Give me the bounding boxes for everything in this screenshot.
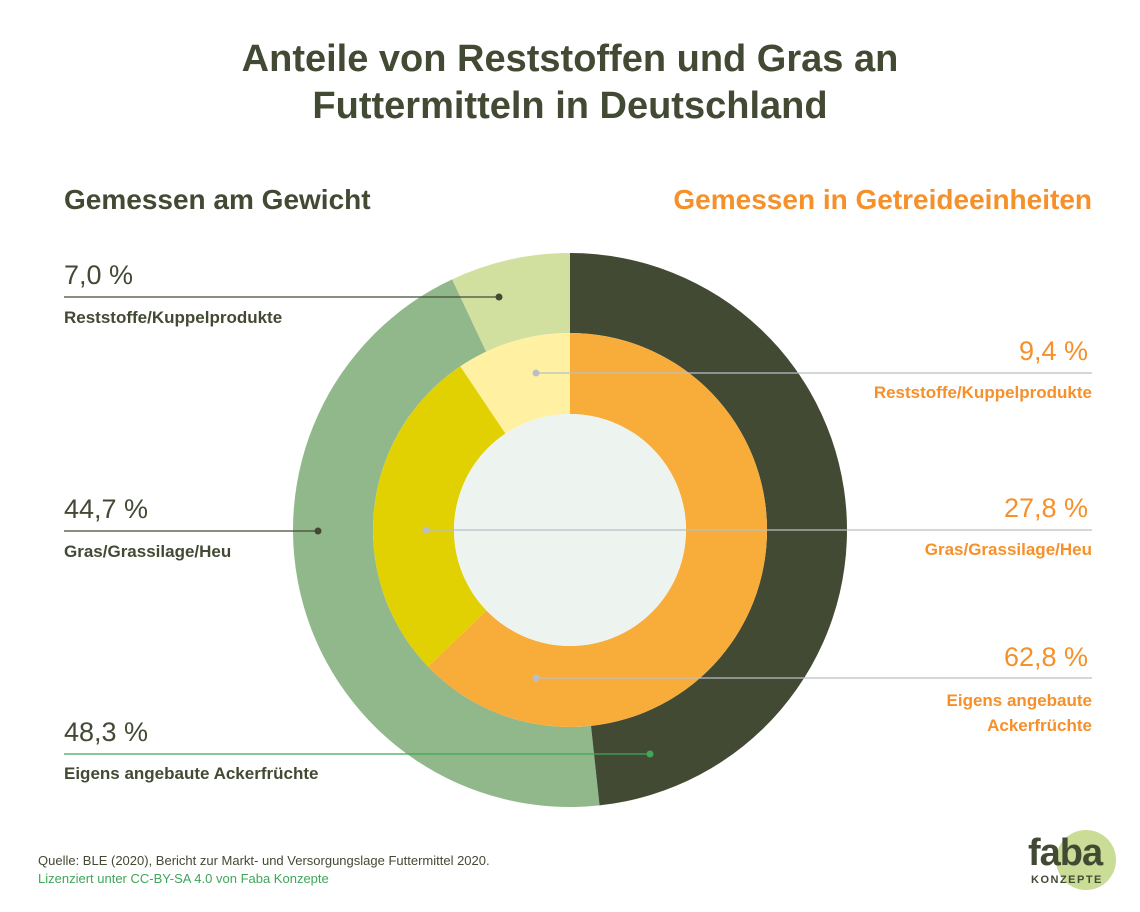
right-pct-ackerfruechte: 62,8 % xyxy=(1003,642,1088,672)
logo-word: faba xyxy=(1028,832,1103,874)
right-heading: Gemessen in Getreideeinheiten xyxy=(673,184,1092,215)
left-label-gras: Gras/Grassilage/Heu xyxy=(64,542,232,561)
source-note: Quelle: BLE (2020), Bericht zur Markt- u… xyxy=(38,852,490,888)
right-label-ackerfruechte-line-1: Eigens angebaute xyxy=(946,691,1092,710)
leader-dot-left-3 xyxy=(646,750,654,758)
license-text: Lizenziert unter CC-BY-SA 4.0 von Faba K… xyxy=(38,871,329,886)
leader-lines xyxy=(64,293,1092,758)
title-line-2: Futtermitteln in Deutschland xyxy=(312,85,828,127)
right-pct-reststoffe: 9,4 % xyxy=(1018,336,1088,366)
faba-logo: faba KONZEPTE xyxy=(1010,828,1120,894)
left-heading: Gemessen am Gewicht xyxy=(64,184,371,215)
outer-slice-eigens-angebaute-ackerfrüchte xyxy=(570,253,847,806)
left-pct-reststoffe: 7,0 % xyxy=(64,260,134,290)
leader-dot-right-2 xyxy=(422,526,430,534)
right-label-gras: Gras/Grassilage/Heu xyxy=(924,540,1092,559)
inner-slice-reststoffe xyxy=(460,333,570,434)
left-pct-ackerfruechte: 48,3 % xyxy=(64,717,149,747)
right-label-ackerfruechte: Eigens angebaute Ackerfrüchte xyxy=(947,688,1092,738)
right-pct-gras: 27,8 % xyxy=(1003,493,1088,523)
left-label-ackerfruechte: Eigens angebaute Ackerfrüchte xyxy=(64,764,319,783)
title-line-1: Anteile von Reststoffen und Gras an xyxy=(241,38,899,80)
outer-slice-reststoffe xyxy=(452,253,570,352)
leader-dot-right-3 xyxy=(532,674,540,682)
right-label-ackerfruechte-line-2: Ackerfrüchte xyxy=(987,716,1092,735)
logo-subtitle: KONZEPTE xyxy=(1031,874,1103,886)
leader-dot-left-1 xyxy=(495,293,503,301)
left-pct-gras: 44,7 % xyxy=(64,494,149,524)
left-label-reststoffe: Reststoffe/Kuppelprodukte xyxy=(64,308,283,327)
right-label-reststoffe: Reststoffe/Kuppelprodukte xyxy=(873,383,1092,402)
inner-slice-eigens-angebaute-ackerfrüchte xyxy=(428,333,768,728)
outer-ring xyxy=(293,253,847,807)
inner-ring xyxy=(373,333,768,728)
outer-slice-gras xyxy=(293,279,600,807)
leader-dot-left-2 xyxy=(314,527,322,535)
source-text: Quelle: BLE (2020), Bericht zur Markt- u… xyxy=(38,853,490,868)
leader-dot-right-1 xyxy=(532,369,540,377)
chart-title: Anteile von Reststoffen und Gras an Futt… xyxy=(0,36,1140,130)
logo-blob xyxy=(1056,830,1116,890)
inner-slice-gras xyxy=(373,366,506,667)
